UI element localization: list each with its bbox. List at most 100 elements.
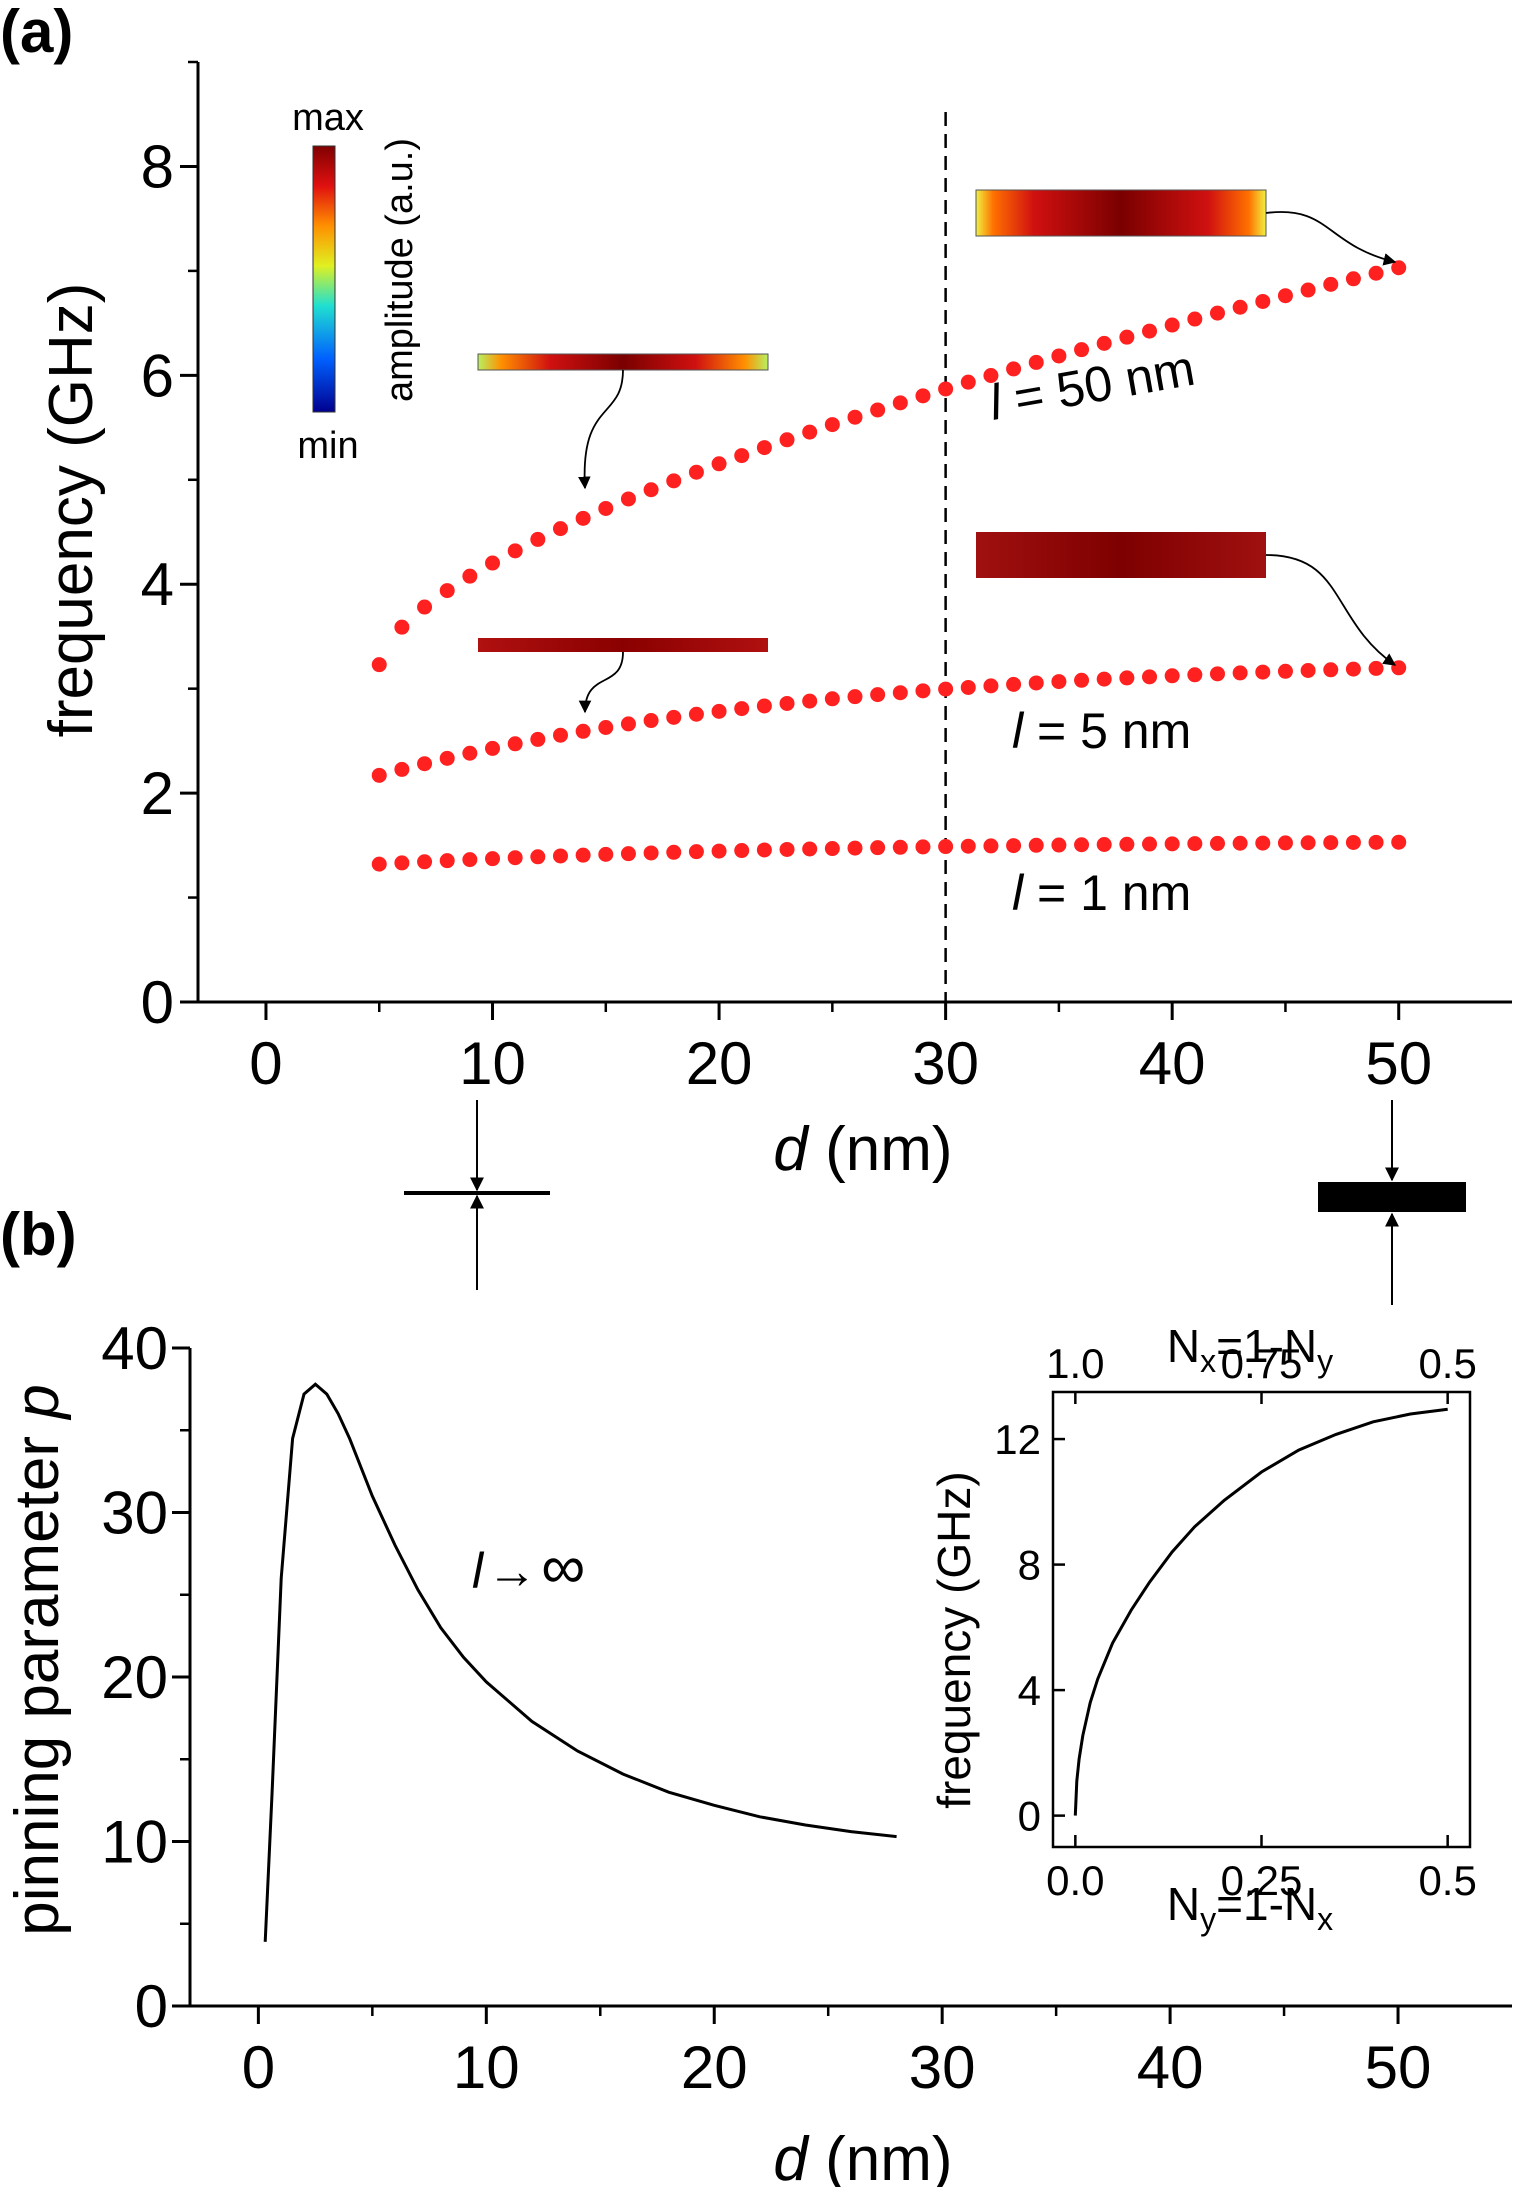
data-point-series-2 bbox=[938, 681, 954, 697]
colorbar-max-label: max bbox=[292, 97, 364, 139]
data-point-series-1 bbox=[779, 432, 795, 448]
panel-label-a: (a) bbox=[0, 0, 73, 65]
inset-frequency-curve bbox=[1073, 1407, 1448, 1816]
data-point-series-2 bbox=[688, 706, 704, 722]
data-point-series-1 bbox=[711, 456, 727, 472]
data-point-series-1 bbox=[938, 381, 954, 397]
panel-b-x-tick-label: 40 bbox=[1137, 2034, 1204, 2101]
data-point-series-1 bbox=[1119, 329, 1135, 345]
data-point-series-2 bbox=[1277, 663, 1293, 679]
annotation-l-5nm: l = 5 nm bbox=[1012, 703, 1191, 759]
data-point-series-2 bbox=[552, 727, 568, 743]
data-point-series-1 bbox=[666, 473, 682, 489]
panel-b-y-tick-label: 10 bbox=[101, 1809, 168, 1876]
data-point-series-2 bbox=[802, 693, 818, 709]
data-point-series-3 bbox=[779, 841, 795, 857]
data-point-series-1 bbox=[983, 367, 999, 383]
data-point-series-1 bbox=[620, 491, 636, 507]
data-point-series-2 bbox=[394, 761, 410, 777]
data-point-series-1 bbox=[824, 417, 840, 433]
panel-a-y-tick-label: 0 bbox=[141, 969, 174, 1036]
data-point-series-2 bbox=[960, 679, 976, 695]
data-point-series-2 bbox=[439, 750, 455, 766]
data-point-series-2 bbox=[620, 716, 636, 732]
panel-a-x-tick-label: 0 bbox=[249, 1030, 282, 1097]
data-point-series-3 bbox=[847, 840, 863, 856]
panel-b-y-axis-label: pinning parameter p bbox=[3, 1384, 72, 1935]
panel-a-x-tick-label: 50 bbox=[1365, 1030, 1432, 1097]
data-point-series-3 bbox=[552, 848, 568, 864]
panel-a-y-tick-label: 2 bbox=[141, 760, 174, 827]
panel-a-y-axis-label: frequency (GHz) bbox=[37, 283, 106, 738]
panel-b-x-tick-label: 30 bbox=[909, 2034, 976, 2101]
data-point-series-2 bbox=[1028, 675, 1044, 691]
data-point-series-1 bbox=[1051, 348, 1067, 364]
data-point-series-3 bbox=[417, 854, 433, 870]
annotation-l-1nm: l = 1 nm bbox=[1012, 865, 1191, 921]
data-point-series-3 bbox=[643, 845, 659, 861]
data-point-series-3 bbox=[1028, 837, 1044, 853]
data-point-series-3 bbox=[1232, 835, 1248, 851]
panel-b-x-tick-label: 50 bbox=[1365, 2034, 1432, 2101]
data-point-series-1 bbox=[802, 424, 818, 440]
inset-y-axis-label: frequency (GHz) bbox=[928, 1471, 980, 1808]
data-point-series-1 bbox=[1142, 323, 1158, 339]
data-point-series-1 bbox=[1164, 317, 1180, 333]
data-point-series-2 bbox=[847, 689, 863, 705]
data-point-series-2 bbox=[824, 691, 840, 707]
inset-top-x-tick-label: 1.0 bbox=[1046, 1340, 1104, 1387]
stripe-thick-schematic bbox=[1318, 1100, 1466, 1305]
inset-y-tick-label: 0 bbox=[1018, 1793, 1041, 1840]
data-point-series-1 bbox=[847, 409, 863, 425]
data-point-series-1 bbox=[371, 657, 387, 673]
data-point-series-3 bbox=[575, 847, 591, 863]
data-point-series-2 bbox=[1119, 670, 1135, 686]
data-point-series-2 bbox=[1006, 676, 1022, 692]
data-point-series-3 bbox=[1051, 837, 1067, 853]
data-point-series-3 bbox=[666, 844, 682, 860]
data-point-series-1 bbox=[485, 555, 501, 571]
data-point-series-1 bbox=[870, 402, 886, 418]
data-point-series-2 bbox=[779, 695, 795, 711]
pointer-arrow-1 bbox=[578, 369, 624, 490]
data-point-series-3 bbox=[1142, 836, 1158, 852]
data-point-series-3 bbox=[1368, 834, 1384, 850]
data-point-series-3 bbox=[1323, 835, 1339, 851]
data-point-series-1 bbox=[1277, 288, 1293, 304]
data-point-series-3 bbox=[802, 841, 818, 857]
data-point-series-1 bbox=[439, 583, 455, 599]
data-point-series-2 bbox=[870, 687, 886, 703]
data-point-series-2 bbox=[915, 683, 931, 699]
data-point-series-3 bbox=[1391, 834, 1407, 850]
data-point-series-2 bbox=[1345, 661, 1361, 677]
panel-a-y-tick-label: 6 bbox=[141, 342, 174, 409]
inset-top-x-tick-label: 0.75 bbox=[1221, 1340, 1303, 1387]
data-point-series-3 bbox=[371, 856, 387, 872]
pointer-arrow-2 bbox=[578, 651, 624, 714]
data-point-series-2 bbox=[462, 745, 478, 761]
data-point-series-2 bbox=[1323, 662, 1339, 678]
data-point-series-1 bbox=[643, 482, 659, 498]
data-point-series-2 bbox=[1164, 668, 1180, 684]
data-point-series-1 bbox=[507, 543, 523, 559]
data-point-series-1 bbox=[552, 521, 568, 537]
panel-a-x-tick-label: 30 bbox=[912, 1030, 979, 1097]
data-point-series-1 bbox=[1255, 293, 1271, 309]
colorbar bbox=[312, 145, 336, 413]
data-point-series-3 bbox=[462, 852, 478, 868]
data-point-series-1 bbox=[960, 374, 976, 390]
panel-a-x-tick-label: 20 bbox=[686, 1030, 753, 1097]
data-point-series-3 bbox=[892, 839, 908, 855]
data-point-series-2 bbox=[711, 703, 727, 719]
data-point-series-2 bbox=[1300, 662, 1316, 678]
data-point-series-1 bbox=[1368, 265, 1384, 281]
inset-x-tick-label: 0.5 bbox=[1418, 1857, 1476, 1904]
data-point-series-2 bbox=[1074, 672, 1090, 688]
data-point-series-2 bbox=[1232, 665, 1248, 681]
data-point-series-2 bbox=[1368, 660, 1384, 676]
data-point-series-3 bbox=[1119, 836, 1135, 852]
data-point-series-2 bbox=[1209, 666, 1225, 682]
data-point-series-1 bbox=[575, 510, 591, 526]
data-point-series-1 bbox=[1300, 282, 1316, 298]
